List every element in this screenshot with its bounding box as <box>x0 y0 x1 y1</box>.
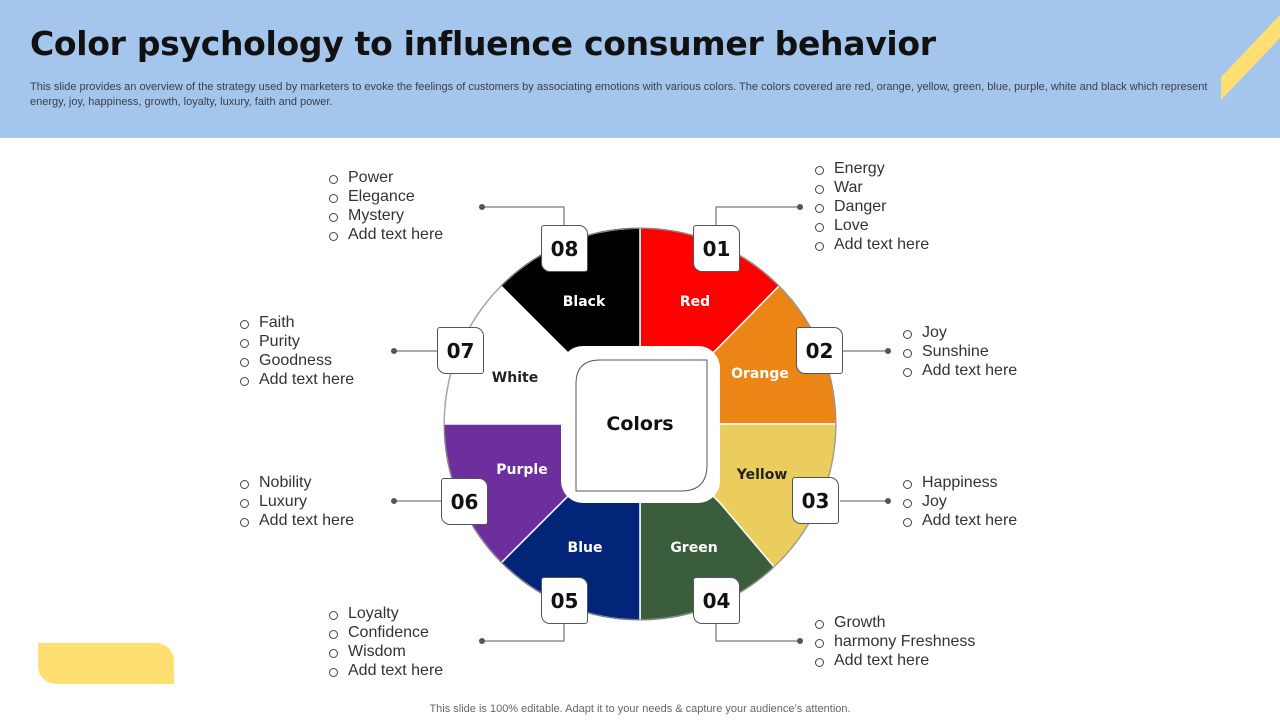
list-item: War <box>815 178 929 197</box>
connector-line <box>715 206 800 225</box>
list-item: Love <box>815 216 929 235</box>
list-item: Faith <box>240 313 354 332</box>
number-box-04: 04 <box>693 577 740 624</box>
number-box-03: 03 <box>792 477 839 524</box>
attribute-list-purple: Nobility Luxury Add text here <box>240 473 354 530</box>
connector-line <box>482 206 565 225</box>
sector-label-red: Red <box>679 294 711 310</box>
wheel-rim <box>444 228 836 620</box>
attribute-list-orange: Joy Sunshine Add text here <box>903 323 1017 380</box>
list-item: Add text here <box>815 651 975 670</box>
list-item: Joy <box>903 323 1017 342</box>
list-item: Add text here <box>815 235 929 254</box>
list-item: Energy <box>815 159 929 178</box>
list-item: Danger <box>815 197 929 216</box>
list-item: Sunshine <box>903 342 1017 361</box>
decorative-stripes-icon <box>1221 15 1280 100</box>
list-item: Confidence <box>329 623 443 642</box>
sector-label-white: White <box>491 370 539 386</box>
connector-dot <box>391 348 397 354</box>
connector-dot <box>479 204 485 210</box>
list-item: Add text here <box>329 661 443 680</box>
list-item: Power <box>329 168 443 187</box>
attribute-list-green: Growth harmony Freshness Add text here <box>815 613 975 670</box>
attribute-list-black: Power Elegance Mystery Add text here <box>329 168 443 244</box>
list-item: Goodness <box>240 351 354 370</box>
sector-label-blue: Blue <box>567 540 603 556</box>
number-box-05: 05 <box>541 577 588 624</box>
number-box-01: 01 <box>693 225 740 272</box>
connector-dot <box>797 204 803 210</box>
center-box <box>575 359 708 492</box>
list-item: Add text here <box>329 225 443 244</box>
connector-dot <box>391 498 397 504</box>
list-item: Nobility <box>240 473 354 492</box>
list-item: Elegance <box>329 187 443 206</box>
connector-dot <box>479 638 485 644</box>
connector-line <box>482 624 565 642</box>
list-item: Joy <box>903 492 1017 511</box>
color-wheel <box>391 204 891 644</box>
connector-dot <box>885 348 891 354</box>
sector-label-purple: Purple <box>496 462 548 478</box>
number-box-02: 02 <box>796 327 843 374</box>
number-box-06: 06 <box>441 478 488 525</box>
connector-dot <box>885 498 891 504</box>
list-item: Happiness <box>903 473 1017 492</box>
page-subtitle: This slide provides an overview of the s… <box>30 81 1208 108</box>
sector-label-orange: Orange <box>731 366 789 382</box>
list-item: Add text here <box>903 511 1017 530</box>
sector-label-black: Black <box>562 294 606 310</box>
attribute-list-yellow: Happiness Joy Add text here <box>903 473 1017 530</box>
list-item: harmony Freshness <box>815 632 975 651</box>
number-box-08: 08 <box>541 225 588 272</box>
list-item: Add text here <box>240 370 354 389</box>
sector-label-yellow: Yellow <box>736 467 788 483</box>
connector-line <box>715 624 800 642</box>
list-item: Add text here <box>903 361 1017 380</box>
number-box-07: 07 <box>437 327 484 374</box>
header-banner: Color psychology to influence consumer b… <box>0 0 1280 138</box>
list-item: Purity <box>240 332 354 351</box>
attribute-list-blue: Loyalty Confidence Wisdom Add text here <box>329 604 443 680</box>
footer-note: This slide is 100% editable. Adapt it to… <box>429 703 851 715</box>
connector-dot <box>797 638 803 644</box>
list-item: Growth <box>815 613 975 632</box>
list-item: Loyalty <box>329 604 443 623</box>
page-title: Color psychology to influence consumer b… <box>30 24 936 63</box>
decorative-yellow-tab <box>38 643 174 684</box>
sector-label-green: Green <box>670 540 718 556</box>
list-item: Add text here <box>240 511 354 530</box>
list-item: Wisdom <box>329 642 443 661</box>
center-label: Colors <box>606 413 674 435</box>
attribute-list-red: Energy War Danger Love Add text here <box>815 159 929 254</box>
attribute-list-white: Faith Purity Goodness Add text here <box>240 313 354 389</box>
list-item: Luxury <box>240 492 354 511</box>
list-item: Mystery <box>329 206 443 225</box>
